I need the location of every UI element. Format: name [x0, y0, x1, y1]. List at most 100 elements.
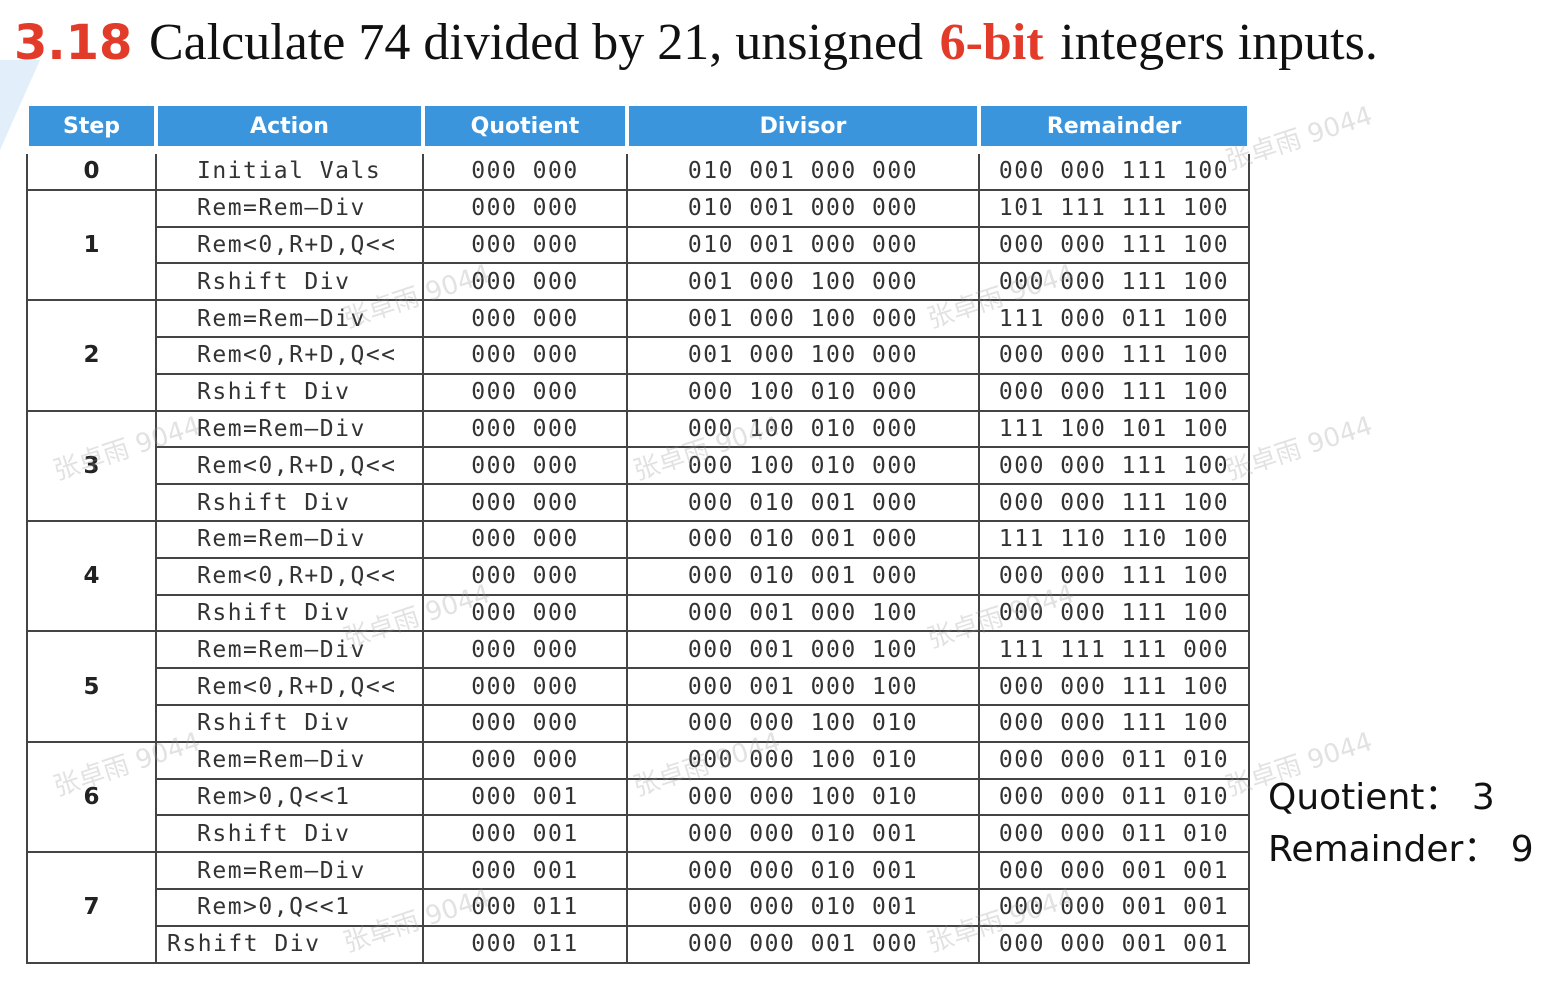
remainder-cell: 000 000 111 100 [978, 335, 1250, 375]
table-row: 2 Rem=Rem–Div 000 000 001 000 100 000 111 00… [26, 299, 1250, 412]
remainder-cell: 000 000 111 100 [978, 372, 1250, 412]
header-quotient: Quotient [421, 106, 629, 154]
title-highlight: 6-bit [939, 14, 1044, 71]
quotient-cell: 000 000 [422, 335, 628, 375]
remainder-cell: 000 000 011 010 [978, 740, 1250, 780]
divisor-cell: 001 000 100 000 [626, 299, 980, 338]
action-cell: Rshift Div [155, 814, 424, 854]
table-row: 4 Rem=Rem–Div 000 000 000 010 001 000 111 11… [26, 519, 1250, 633]
remainder-cell: 000 000 111 100 [978, 225, 1250, 265]
action-cell: Rem=Rem–Div [155, 630, 424, 670]
step-cell: 0 [26, 149, 157, 191]
action-cell: Rem<0,R+D,Q<< [155, 446, 424, 486]
divisor-cell: 000 000 010 001 [626, 887, 980, 927]
action-cell: Initial Vals [155, 149, 424, 191]
quotient-cell: 000 000 [422, 262, 628, 302]
quotient-cell: 000 000 [422, 556, 628, 596]
table-row: Rshift Div 000 000 001 000 100 000 000 000 … [27, 262, 1250, 302]
table-row: Rem<0,R+D,Q<< 000 000 000 001 000 100 000 0… [27, 667, 1250, 706]
table-row: Rem<0,R+D,Q<< 000 000 001 000 100 000 000 0… [27, 335, 1250, 375]
remainder-cell: 000 000 001 001 [978, 887, 1250, 927]
step-cell: 3 [26, 409, 157, 522]
action-cell: Rem<0,R+D,Q<< [155, 556, 424, 596]
action-cell: Rem>0,Q<<1 [155, 777, 424, 817]
divisor-cell: 010 001 000 000 [626, 225, 980, 265]
table-row: Rshift Div 000 011 000 000 001 000 000 000 … [27, 924, 1250, 964]
divisor-cell: 000 001 000 100 [626, 667, 980, 706]
remainder-cell: 111 111 111 000 [978, 630, 1250, 670]
table-row: 3 Rem=Rem–Div 000 000 000 100 010 000 111 10… [26, 409, 1250, 522]
header-action: Action [154, 106, 425, 154]
quotient-cell: 000 000 [422, 225, 628, 265]
quotient-cell: 000 011 [422, 887, 628, 927]
divisor-cell: 000 000 010 001 [626, 814, 980, 854]
title-text: Calculate 74 divided by 21, unsigned [148, 14, 924, 71]
divisor-cell: 000 100 010 000 [626, 446, 980, 486]
remainder-cell: 000 000 111 100 [978, 262, 1250, 302]
quotient-cell: 000 001 [422, 851, 628, 890]
header-step: Step [25, 106, 158, 154]
remainder-cell: 111 000 011 100 [978, 299, 1250, 338]
divisor-cell: 010 001 000 000 [626, 188, 980, 228]
step-cell: 5 [26, 630, 157, 743]
action-cell: Rem=Rem–Div [155, 188, 424, 228]
divisor-cell: 000 001 000 100 [626, 593, 980, 633]
quotient-cell: 000 000 [422, 299, 628, 338]
divisor-cell: 001 000 100 000 [626, 335, 980, 375]
header-divisor: Divisor [625, 106, 981, 154]
table-row: Rshift Div 000 000 000 010 001 000 000 000 … [27, 483, 1250, 522]
remainder-cell: 000 000 111 100 [978, 483, 1250, 522]
quotient-cell: 000 000 [422, 630, 628, 670]
divisor-cell: 000 100 010 000 [626, 372, 980, 412]
divisor-cell: 010 001 000 000 [626, 149, 980, 191]
result-box: Quotient： 3 Remainder： 9 [1268, 772, 1534, 876]
action-cell: Rem<0,R+D,Q<< [155, 335, 424, 375]
remainder-cell: 000 000 001 001 [978, 851, 1250, 890]
step-cell: 2 [26, 299, 157, 412]
remainder-result: Remainder： 9 [1268, 829, 1534, 870]
header-remainder: Remainder [977, 106, 1251, 154]
action-cell: Rshift Div [155, 483, 424, 522]
quotient-cell: 000 000 [422, 740, 628, 780]
table-row: 7 Rem=Rem–Div 000 001 000 000 010 001 000 00… [26, 851, 1250, 964]
table-header-row: Step Action Quotient Divisor Remainder [25, 106, 1251, 154]
remainder-cell: 111 100 101 100 [978, 409, 1250, 449]
quotient-cell: 000 000 [422, 188, 628, 228]
action-cell: Rem<0,R+D,Q<< [155, 225, 424, 265]
step-cell: 7 [26, 851, 157, 964]
remainder-cell: 000 000 111 100 [978, 593, 1250, 633]
quotient-cell: 000 011 [422, 924, 628, 964]
divisor-cell: 001 000 100 000 [626, 262, 980, 302]
remainder-cell: 000 000 111 100 [978, 149, 1250, 191]
quotient-cell: 000 000 [422, 593, 628, 633]
table-row: 5 Rem=Rem–Div 000 000 000 001 000 100 111 11… [26, 630, 1250, 743]
step-cell: 4 [26, 519, 157, 633]
remainder-cell: 000 000 111 100 [978, 667, 1250, 706]
action-cell: Rshift Div [155, 703, 424, 743]
divisor-cell: 000 010 001 000 [626, 519, 980, 559]
quotient-cell: 000 000 [422, 703, 628, 743]
quotient-cell: 000 001 [422, 777, 628, 817]
action-cell: Rshift Div [155, 593, 424, 633]
table-row: 0 Initial Vals 000 000 010 001 000 000 000 0… [26, 149, 1250, 191]
divisor-cell: 000 100 010 000 [626, 409, 980, 449]
quotient-cell: 000 000 [422, 409, 628, 449]
problem-number: 3.18 [14, 15, 133, 71]
divisor-cell: 000 000 100 010 [626, 777, 980, 817]
table-row: Rem>0,Q<<1 000 001 000 000 100 010 000 000 … [27, 777, 1250, 817]
remainder-cell: 000 000 111 100 [978, 556, 1250, 596]
title-text-end: integers inputs. [1060, 14, 1378, 71]
table-row: Rshift Div 000 000 000 001 000 100 000 000 … [27, 593, 1250, 633]
table-row: 1 Rem=Rem–Div 000 000 010 001 000 000 101 11… [26, 188, 1250, 302]
table-row: Rshift Div 000 001 000 000 010 001 000 000 … [27, 814, 1250, 854]
table-row: Rem<0,R+D,Q<< 000 000 000 100 010 000 000 0… [27, 446, 1250, 486]
action-cell: Rem=Rem–Div [155, 409, 424, 449]
remainder-cell: 000 000 111 100 [978, 446, 1250, 486]
divisor-cell: 000 010 001 000 [626, 483, 980, 522]
table-row: Rem<0,R+D,Q<< 000 000 000 010 001 000 000 0… [27, 556, 1250, 596]
quotient-cell: 000 000 [422, 519, 628, 559]
divisor-cell: 000 000 100 010 [626, 740, 980, 780]
table-body: 0 Initial Vals 000 000 010 001 000 000 000 0… [26, 149, 1250, 964]
quotient-cell: 000 001 [422, 814, 628, 854]
table-row: Rshift Div 000 000 000 000 100 010 000 000 … [27, 703, 1250, 743]
